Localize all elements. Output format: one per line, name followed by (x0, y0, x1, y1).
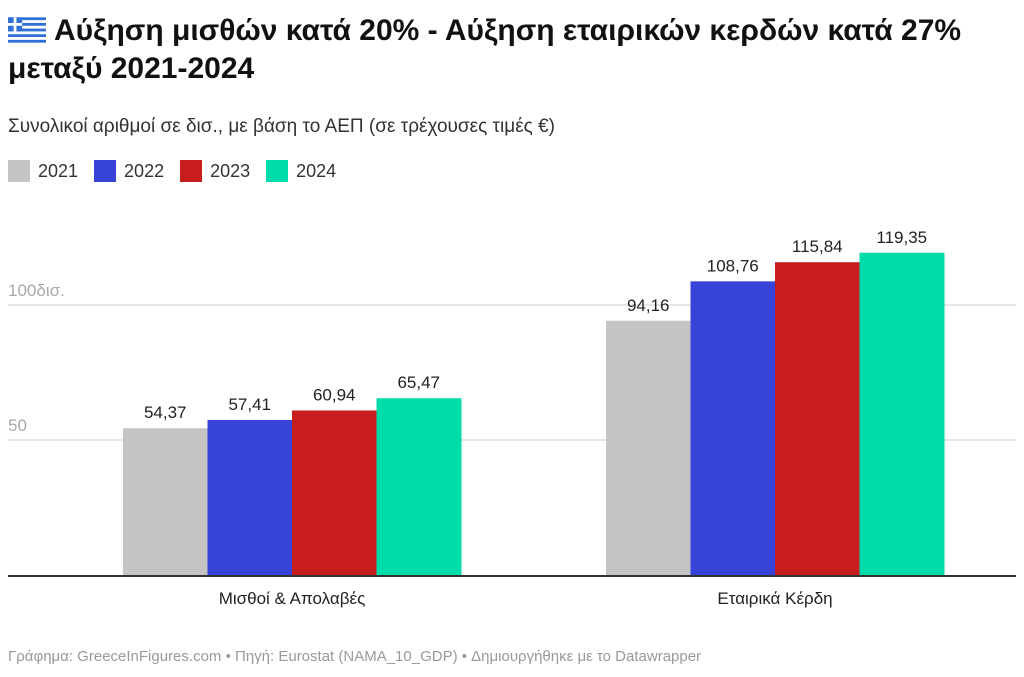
legend-label: 2022 (124, 160, 165, 181)
data-label: 94,16 (627, 296, 670, 315)
bar-2022 (207, 419, 293, 575)
chart-subtitle: Συνολικοί αριθμοί σε δισ., με βάση το ΑΕ… (8, 116, 556, 137)
chart-title-text: Αύξηση μισθών κατά 20% - Αύξηση εταιρικώ… (8, 14, 962, 85)
bar-2021 (123, 428, 208, 575)
greek-flag-icon (8, 17, 46, 43)
legend-swatch (8, 160, 30, 182)
x-category-label: Εταιρικά Κέρδη (717, 589, 832, 608)
legend-swatch (266, 160, 289, 182)
footer-credit: Γράφημα: GreeceInFigures.com • Πηγή: Eur… (8, 648, 702, 665)
legend-swatch (180, 160, 203, 182)
legend: 2021 2022 2023 2024 (8, 160, 352, 182)
bar-2024 (376, 398, 462, 575)
legend-item-2022: 2022 (94, 160, 164, 182)
legend-label: 2021 (38, 160, 79, 181)
legend-item-2021: 2021 (8, 160, 78, 182)
y-tick-label: 50 (8, 416, 27, 435)
data-label: 119,35 (876, 228, 927, 247)
legend-item-2024: 2024 (266, 160, 336, 182)
data-label: 54,37 (144, 403, 187, 422)
data-label: 60,94 (313, 385, 356, 404)
legend-item-2023: 2023 (180, 160, 250, 182)
data-label: 115,84 (792, 237, 843, 256)
bar-2023 (292, 410, 377, 575)
x-category-label: Μισθοί & Απολαβές (219, 589, 366, 608)
legend-label: 2023 (210, 160, 251, 181)
legend-label: 2024 (296, 160, 337, 181)
bar-2024 (859, 252, 945, 575)
bar-2022 (690, 281, 776, 575)
data-label: 57,41 (228, 395, 271, 414)
bar-2021 (606, 320, 691, 575)
data-label: 108,76 (707, 256, 759, 275)
legend-swatch (94, 160, 117, 182)
y-tick-label: 100δισ. (8, 281, 65, 300)
chart-title: Αύξηση μισθών κατά 20% - Αύξηση εταιρικώ… (8, 12, 1016, 88)
data-label: 65,47 (397, 373, 440, 392)
bar-2023 (775, 262, 860, 575)
